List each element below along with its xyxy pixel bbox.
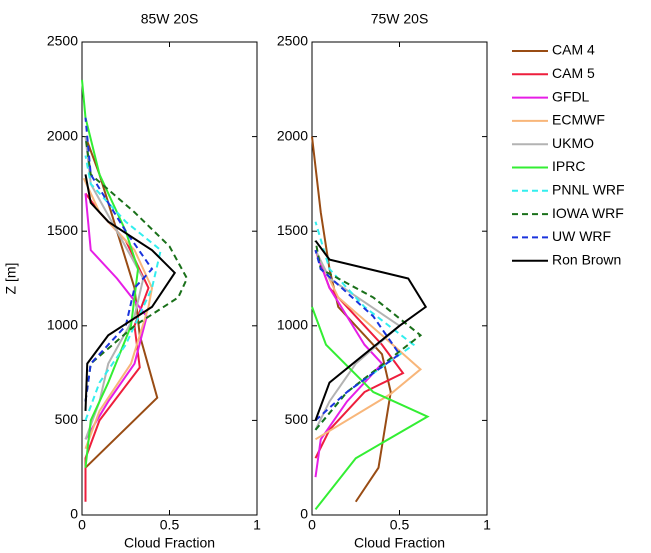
x-tick-label: 0.5 — [160, 517, 180, 533]
y-tick-label: 1500 — [277, 222, 308, 238]
profile-line — [84, 155, 162, 421]
y-tick-label: 2500 — [47, 33, 78, 49]
profile-line — [84, 117, 154, 402]
y-tick-label: 1000 — [47, 317, 78, 333]
panel-title: 75W 20S — [371, 11, 429, 27]
profile-line — [314, 249, 384, 478]
x-tick-label: 0 — [78, 517, 86, 533]
legend-label: IOWA WRF — [552, 205, 624, 221]
legend-label: UKMO — [552, 135, 594, 151]
x-axis-label: Cloud Fraction — [124, 535, 215, 551]
profile-line — [81, 79, 140, 468]
plot-frame — [81, 41, 258, 516]
x-tick-label: 0.5 — [390, 517, 410, 533]
profile-line — [84, 174, 177, 411]
x-axis-label: Cloud Fraction — [354, 535, 445, 551]
y-tick-label: 2500 — [277, 33, 308, 49]
y-tick-label: 500 — [285, 411, 309, 427]
y-tick-label: 1000 — [277, 317, 308, 333]
profile-line — [84, 136, 189, 402]
profile-line — [314, 249, 423, 441]
x-tick-label: 1 — [253, 517, 261, 533]
y-axis-label: Z [m] — [3, 263, 19, 295]
y-tick-label: 0 — [70, 506, 78, 522]
x-tick-label: 0 — [308, 517, 316, 533]
profile-line — [84, 193, 148, 440]
profile-line — [311, 136, 392, 503]
legend-label: UW WRF — [552, 228, 611, 244]
x-tick-label: 1 — [483, 517, 491, 533]
legend-label: IPRC — [552, 158, 585, 174]
legend-label: GFDL — [552, 88, 590, 104]
legend-label: PNNL WRF — [552, 182, 625, 198]
panel-title: 85W 20S — [141, 11, 199, 27]
profile-line — [314, 240, 423, 431]
y-tick-label: 500 — [55, 411, 79, 427]
y-tick-label: 2000 — [47, 127, 78, 143]
y-tick-label: 1500 — [47, 222, 78, 238]
profile-line — [311, 306, 430, 510]
y-tick-label: 0 — [300, 506, 308, 522]
legend-label: Ron Brown — [552, 251, 621, 267]
legend-label: ECMWF — [552, 112, 605, 128]
y-tick-label: 2000 — [277, 127, 308, 143]
profile-line — [314, 240, 428, 421]
profile-line — [84, 136, 145, 440]
legend-label: CAM 4 — [552, 42, 595, 58]
legend-label: CAM 5 — [552, 65, 595, 81]
